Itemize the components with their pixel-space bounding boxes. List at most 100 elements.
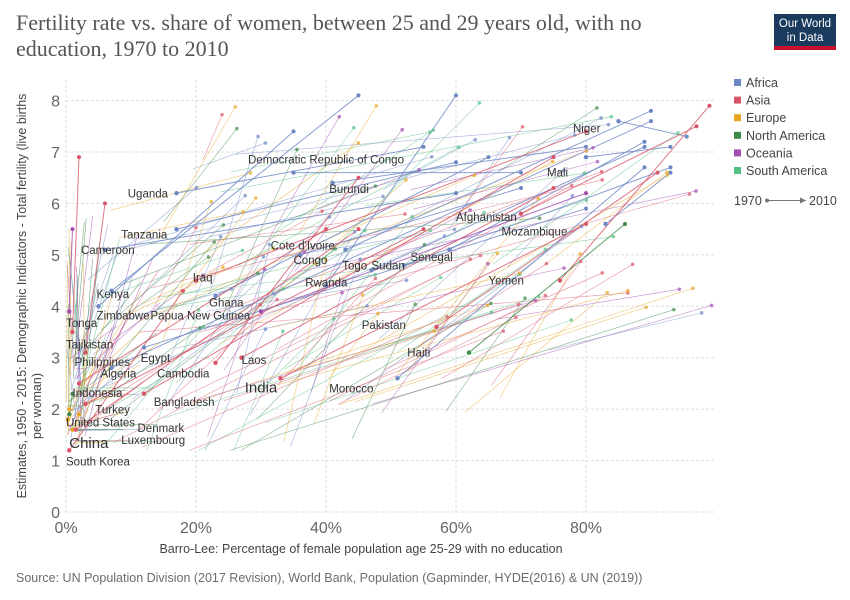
bg-series-line [498, 107, 598, 172]
bg-series-line [317, 169, 420, 210]
bg-series-line [337, 179, 407, 242]
bg-series-start-point [442, 234, 447, 238]
bg-series-line [260, 318, 334, 391]
bg-series-start-point [544, 261, 549, 266]
legend-swatch [734, 79, 741, 86]
bg-series-start-point [194, 185, 199, 190]
chart-title: Fertility rate vs. share of women, betwe… [16, 10, 642, 61]
bg-series-start-point [578, 252, 583, 256]
x-axis-label: Barro-Lee: Percentage of female populati… [159, 542, 562, 556]
bg-series-line [294, 129, 403, 272]
bg-series-start-point [536, 197, 541, 201]
legend[interactable]: Africa Asia Europe North America Oceania Sout… [734, 76, 837, 208]
series-start-point [356, 93, 361, 98]
series-end-point [258, 309, 264, 314]
bg-series-start-point [514, 315, 518, 320]
bg-series-start-point [582, 171, 587, 175]
bg-series-line [137, 299, 278, 432]
series-end-point [330, 180, 335, 186]
legend-swatch [734, 114, 741, 122]
series-start-point [519, 186, 523, 190]
point-label: Bangladesh [154, 397, 215, 409]
bg-series-start-point [206, 255, 211, 259]
bg-series-start-point [220, 112, 224, 117]
series-line [468, 223, 626, 353]
point-label: Cote d'Ivoire [271, 241, 335, 253]
x-tick-label: 60% [440, 520, 472, 537]
bg-series-line [383, 272, 603, 370]
bg-series-line [410, 147, 594, 190]
series-line [78, 228, 327, 384]
series-start-point [668, 165, 673, 170]
bg-series-start-point [404, 278, 409, 283]
bg-series-start-point [599, 169, 604, 174]
bg-series-start-point [609, 114, 614, 119]
point-label: Tonga [66, 318, 98, 330]
bg-series-start-point [363, 228, 367, 233]
bg-series-line [441, 264, 633, 379]
bg-series-line [87, 187, 197, 280]
series-end-point [557, 278, 563, 283]
bg-series-start-point [584, 198, 589, 202]
series-end-point [76, 381, 82, 386]
series-lines [66, 95, 712, 451]
bg-series-line [206, 279, 407, 312]
bg-series-start-point [691, 286, 695, 291]
bg-series-line [223, 303, 519, 402]
series-end-point [83, 350, 88, 355]
point-label: Cameroon [81, 245, 135, 257]
bg-series-line [165, 256, 264, 408]
bg-series-start-point [611, 234, 616, 239]
bg-series-start-point [209, 199, 214, 204]
series-start-point [70, 391, 75, 396]
series-start-point [584, 191, 588, 196]
series-end-point [401, 262, 407, 268]
bg-series-line [247, 127, 355, 270]
scatter-chart[interactable]: Niger Mali Democratic Republic of Congo Bur… [0, 0, 850, 570]
point-label: Philippines [74, 357, 130, 369]
bg-series-start-point [699, 311, 704, 315]
series-line [618, 120, 687, 138]
y-tick-label: 5 [51, 248, 60, 265]
bg-series-start-point [694, 189, 698, 193]
point-label: Egypt [141, 353, 171, 365]
bg-series-start-point [578, 259, 583, 264]
series-line [85, 203, 106, 353]
point-label: United States [66, 418, 135, 430]
bg-series-start-point [501, 329, 506, 334]
bg-series-start-point [356, 141, 361, 145]
series-end-point [616, 118, 621, 124]
bg-series-start-point [352, 230, 357, 234]
point-label: Tajikistan [66, 339, 113, 351]
bg-series-line [83, 381, 144, 428]
series-start-point [623, 222, 627, 226]
bg-series-line [313, 295, 364, 423]
owid-logo[interactable]: Our World in Data [774, 14, 836, 50]
series-end-point [141, 345, 147, 350]
bg-series-start-point [253, 196, 258, 200]
bg-series-start-point [489, 310, 494, 315]
bg-series-line [220, 149, 298, 319]
series-end-point [323, 283, 329, 288]
bg-series-start-point [201, 273, 205, 278]
bg-series-line [80, 241, 101, 422]
bg-series-line [499, 253, 581, 398]
bg-series-start-point [482, 210, 486, 215]
point-label: Denmark [138, 423, 185, 435]
legend-entry: North America [746, 129, 825, 143]
legend-time-arrowhead [800, 197, 806, 204]
y-axis-label-line: Estimates, 1950 - 2015: Demographic Indi… [15, 94, 29, 499]
point-label: Haiti [407, 348, 430, 360]
bg-series-line [83, 262, 85, 384]
series-end-point [67, 448, 72, 453]
bg-series-start-point [410, 215, 414, 219]
bg-series-start-point [495, 251, 500, 256]
bg-series-start-point [672, 307, 676, 312]
bg-series-line [182, 197, 257, 295]
series-end-point [213, 360, 218, 366]
point-label: Morocco [329, 384, 373, 396]
bg-series-start-point [403, 212, 407, 216]
point-label: Sudan [372, 260, 405, 272]
bg-series-start-point [438, 275, 443, 280]
bg-series-line [66, 364, 140, 422]
